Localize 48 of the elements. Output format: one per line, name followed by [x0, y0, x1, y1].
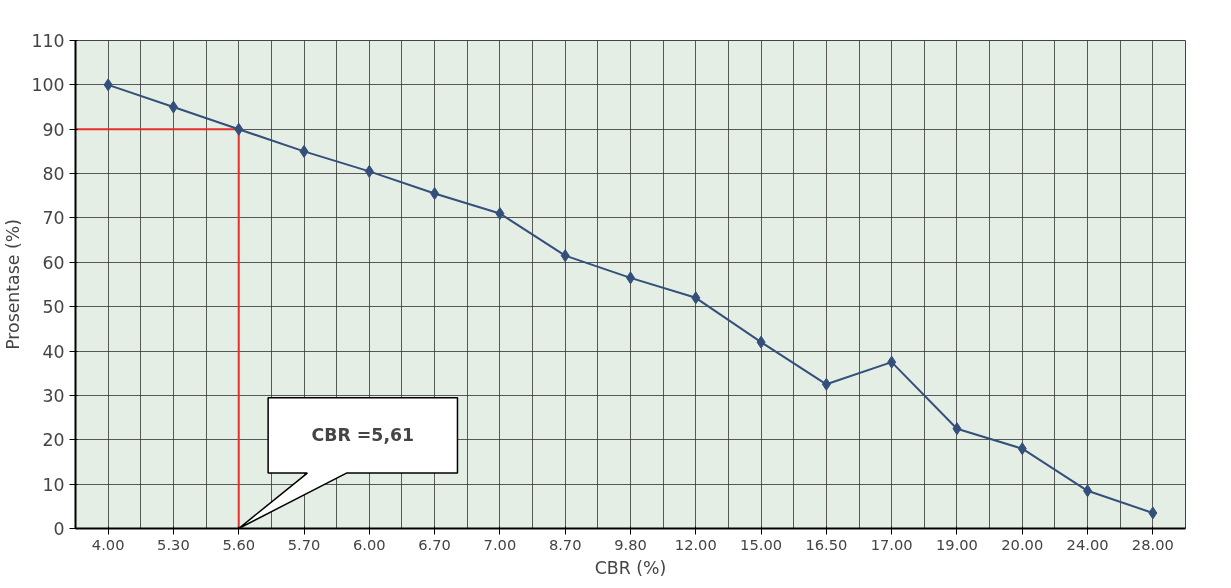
x-tick-label: 28.00 — [1131, 535, 1174, 553]
x-tick-label: 20.00 — [1001, 535, 1044, 553]
x-tick-label: 17.00 — [870, 535, 913, 553]
x-tick-label: 6.00 — [353, 535, 386, 553]
x-tick-label: 4.00 — [91, 535, 125, 553]
point — [1017, 442, 1027, 456]
point — [299, 144, 309, 158]
point — [430, 187, 440, 201]
x-tick-label: 24.00 — [1066, 535, 1109, 553]
point — [1083, 484, 1093, 498]
x-tick-label: 5.60 — [222, 535, 256, 553]
point — [1148, 506, 1158, 520]
y-axis-title: Prosentase (%) — [3, 219, 24, 350]
y-tick-label: 60 — [42, 252, 65, 273]
x-tick-label: 19.00 — [935, 535, 978, 553]
x-tick-label: 15.00 — [740, 535, 783, 553]
point — [887, 355, 897, 369]
y-tick-label: 50 — [42, 297, 65, 318]
y-tick-label: 70 — [42, 208, 65, 229]
x-tick-label: 5.70 — [287, 535, 321, 553]
point — [560, 249, 570, 263]
y-tick-label: 90 — [42, 119, 65, 140]
x-tick-label: 8.70 — [548, 535, 582, 553]
x-axis-title: CBR (%) — [594, 557, 667, 578]
y-tick-label: 10 — [42, 474, 65, 495]
x-tick-label: 16.50 — [805, 535, 848, 553]
point — [168, 100, 178, 114]
y-tick-label: 110 — [31, 31, 65, 51]
x-tick-label: 7.00 — [483, 535, 517, 553]
point — [691, 291, 701, 305]
point — [103, 78, 113, 92]
y-tick-label: 40 — [42, 341, 65, 362]
point — [495, 207, 505, 221]
x-tick-label: 6.70 — [418, 535, 451, 553]
annotation: CBR =5,61 — [311, 425, 415, 446]
y-tick-label: 30 — [42, 385, 65, 406]
point — [364, 164, 374, 178]
y-tick-label: 100 — [31, 75, 65, 96]
x-tick-label: 9.80 — [614, 535, 647, 553]
point — [234, 122, 244, 136]
y-tick-label: 80 — [42, 164, 65, 185]
x-tick-label: 5.30 — [157, 535, 190, 553]
x-tick-label: 12.00 — [674, 535, 717, 553]
point — [756, 335, 766, 349]
y-tick-label: 0 — [53, 519, 65, 539]
point — [821, 377, 831, 391]
point — [952, 422, 962, 436]
y-tick-label: 20 — [42, 430, 65, 451]
